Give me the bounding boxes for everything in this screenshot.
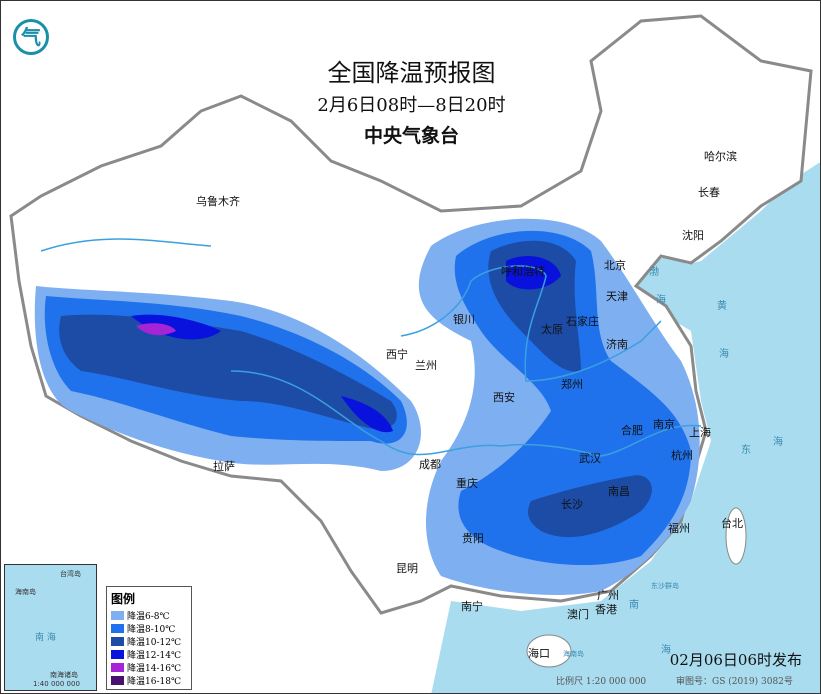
sea-label: 海 [661, 645, 671, 656]
yellow-river [400, 265, 662, 382]
forecast-period: 2月6日08时—8日20时 [317, 95, 506, 116]
cooling-area [131, 314, 221, 340]
city-label: 重庆 [456, 477, 478, 490]
inset-label: 海南岛 [15, 588, 36, 596]
cooling-area [341, 396, 393, 433]
map-scale: 比例尺 1:20 000 000 [556, 677, 647, 687]
city-label: 广州 [597, 589, 619, 602]
city-label: 长春 [698, 186, 720, 199]
sea-east [431, 162, 820, 693]
sea-label: 海南岛 [563, 650, 584, 658]
legend-label: 降温12-14℃ [127, 651, 182, 661]
city-label: 南京 [653, 418, 675, 431]
legend-swatch [111, 650, 124, 659]
city-label: 成都 [419, 458, 441, 471]
city-label: 济南 [606, 338, 628, 351]
city-label: 南昌 [608, 485, 630, 498]
inset-label: 南 海 [35, 633, 56, 643]
sea-label: 黄 [717, 301, 727, 312]
city-label: 北京 [604, 259, 626, 272]
city-label: 合肥 [621, 424, 643, 437]
sea-label: 渤 [649, 267, 659, 278]
sea-label: 海 [719, 349, 729, 360]
legend-item: 降温6-8℃ [111, 609, 187, 622]
legend-swatch [111, 624, 124, 633]
issue-time: 02月06日06时发布 [669, 651, 802, 669]
city-label: 香港 [595, 603, 617, 616]
legend-swatch [111, 663, 124, 672]
legend-label: 降温16-18℃ [127, 677, 182, 687]
cooling-area [59, 314, 397, 430]
cma-logo: 气 [13, 19, 49, 55]
city-label: 贵阳 [462, 532, 484, 545]
city-label: 银川 [453, 313, 475, 326]
yangtze-river [230, 370, 702, 457]
city-label: 武汉 [579, 452, 601, 465]
taiwan-island [725, 507, 747, 565]
legend-swatch [111, 637, 124, 646]
agency-name: 中央气象台 [363, 125, 459, 147]
city-label: 昆明 [396, 562, 418, 575]
hainan-island [526, 634, 572, 668]
sea-label: 东 [741, 445, 751, 456]
city-label: 石家庄 [566, 315, 599, 328]
city-label: 西宁 [386, 348, 408, 361]
cooling-area [506, 256, 561, 290]
legend-item: 降温12-14℃ [111, 648, 187, 661]
review-number: 审图号：GS (2019) 3082号 [676, 677, 793, 687]
city-label: 哈尔滨 [704, 150, 737, 163]
legend-item: 降温16-18℃ [111, 674, 187, 687]
inset-scale: 1:40 000 000 [33, 680, 80, 688]
legend-label: 降温8-10℃ [127, 625, 176, 635]
legend-label: 降温6-8℃ [127, 612, 170, 622]
cooling-area [528, 475, 652, 538]
city-label: 呼和浩特 [501, 265, 545, 278]
city-label: 长沙 [561, 498, 583, 511]
city-label: 沈阳 [682, 229, 704, 242]
legend-item: 降温10-12℃ [111, 635, 187, 648]
inset-label: 南海诸岛 [50, 671, 78, 679]
legend-label: 降温10-12℃ [127, 638, 182, 648]
city-label: 台北 [721, 517, 743, 530]
city-label: 杭州 [671, 449, 693, 462]
city-label: 拉萨 [213, 460, 235, 473]
tarim-river [40, 238, 212, 252]
legend-swatch [111, 676, 124, 685]
city-label: 兰州 [415, 359, 437, 372]
city-label: 南宁 [461, 600, 483, 613]
cooling-area [136, 323, 176, 336]
sea-label: 海 [656, 295, 666, 306]
map-title: 全国降温预报图 [327, 59, 496, 87]
inset-label: 台湾岛 [60, 570, 81, 578]
city-label: 天津 [606, 290, 628, 303]
legend-title: 图例 [111, 592, 136, 606]
city-label: 上海 [689, 426, 711, 439]
cooling-areas [34, 218, 700, 596]
city-label: 乌鲁木齐 [196, 195, 240, 208]
legend-item: 降温14-16℃ [111, 661, 187, 674]
city-label: 郑州 [561, 378, 583, 391]
legend: 图例 降温6-8℃ 降温8-10℃ 降温10-12℃ 降温12-14℃ 降温14-16℃… [106, 586, 192, 690]
legend-item: 降温8-10℃ [111, 622, 187, 635]
south-china-sea-inset: 台湾岛 海南岛 南 海 南海诸岛 1:40 000 000 [4, 564, 97, 691]
rivers [40, 238, 702, 457]
city-label: 福州 [668, 522, 690, 535]
sea-label: 南 [629, 600, 639, 611]
city-label: 西安 [493, 391, 515, 404]
city-label: 太原 [541, 323, 563, 336]
sea-label: 东沙群岛 [651, 582, 679, 590]
city-label: 海口 [528, 647, 550, 660]
city-label: 澳门 [567, 608, 589, 621]
legend-label: 降温14-16℃ [127, 664, 182, 674]
sea-label: 海 [773, 437, 783, 448]
legend-swatch [111, 611, 124, 620]
